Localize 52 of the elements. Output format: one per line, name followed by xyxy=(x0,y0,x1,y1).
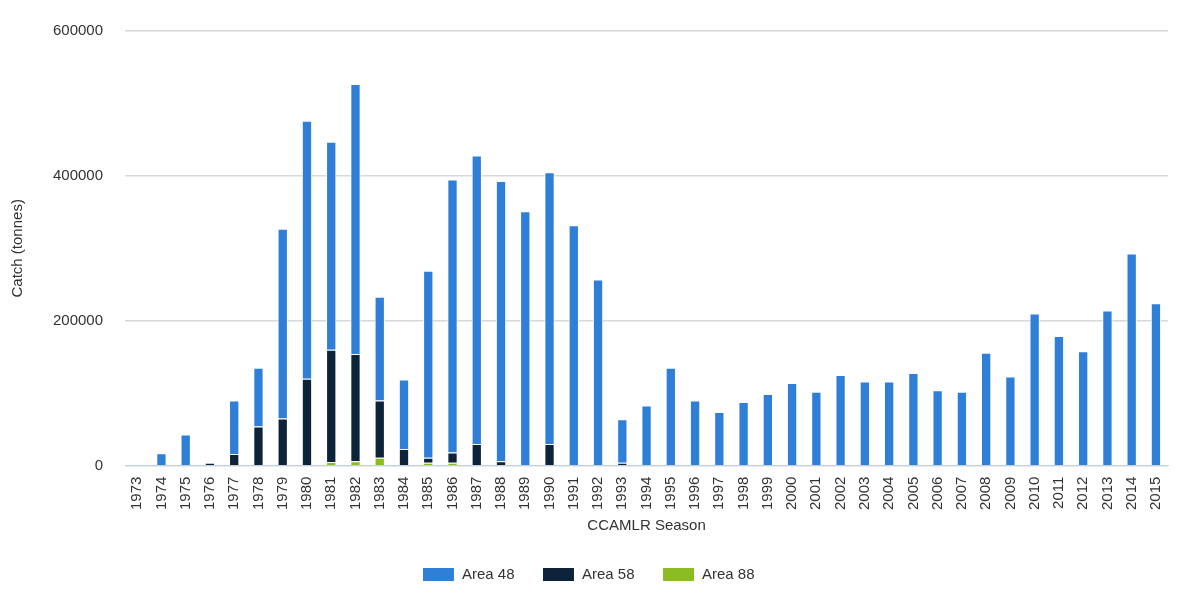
x-tick-label: 2002 xyxy=(830,476,848,511)
x-tick-label: 2006 xyxy=(927,476,945,511)
x-tick-label: 2009 xyxy=(1000,476,1018,511)
x-tick-label: 2000 xyxy=(782,476,800,511)
x-tick-label: 1996 xyxy=(685,476,703,511)
x-tick-label: 2008 xyxy=(976,476,994,511)
x-tick-label: 2003 xyxy=(855,476,873,511)
x-tick-label: 1998 xyxy=(733,476,751,511)
x-tick-label: 2010 xyxy=(1024,476,1042,511)
x-tick-label: 2015 xyxy=(1146,476,1164,511)
y-tick-label: 200000 xyxy=(52,310,104,328)
legend-label: Area 48 xyxy=(461,564,515,582)
x-tick-label: 1993 xyxy=(612,476,630,511)
x-tick-label: 1997 xyxy=(709,476,727,511)
legend-label: Area 58 xyxy=(581,564,635,582)
x-tick-label: 1991 xyxy=(563,476,581,511)
x-tick-label: 1984 xyxy=(394,476,412,511)
x-tick-label: 2005 xyxy=(903,476,921,511)
x-tick-label: 1999 xyxy=(757,476,775,511)
x-tick-label: 2012 xyxy=(1073,476,1091,511)
x-tick-label: 2007 xyxy=(952,476,970,511)
x-tick-label: 1975 xyxy=(175,476,193,511)
x-tick-label: 1979 xyxy=(272,476,290,511)
x-tick-label: 1990 xyxy=(539,476,557,511)
x-tick-label: 1974 xyxy=(151,476,169,511)
x-tick-label: 1973 xyxy=(127,476,145,511)
x-tick-label: 1989 xyxy=(515,476,533,511)
x-tick-label: 2013 xyxy=(1097,476,1115,511)
y-tick-label: 0 xyxy=(94,455,104,473)
x-tick-label: 2011 xyxy=(1049,476,1067,509)
x-tick-label: 1982 xyxy=(345,476,363,511)
x-tick-label: 1980 xyxy=(297,476,315,511)
x-tick-label: 1978 xyxy=(248,476,266,511)
x-tick-label: 1995 xyxy=(660,476,678,511)
y-axis-title: Catch (tonnes) xyxy=(8,199,26,298)
y-tick-label: 600000 xyxy=(52,21,104,39)
x-axis-title: CCAMLR Season xyxy=(587,516,706,534)
x-tick-label: 1976 xyxy=(200,476,218,511)
x-tick-label: 1988 xyxy=(491,476,509,511)
x-tick-label: 2004 xyxy=(879,476,897,511)
x-tick-label: 1992 xyxy=(588,476,606,511)
x-tick-label: 1987 xyxy=(466,476,484,511)
x-tick-label: 2014 xyxy=(1121,476,1139,511)
x-tick-label: 1986 xyxy=(442,476,460,511)
x-tick-label: 1985 xyxy=(418,476,436,511)
x-tick-label: 1981 xyxy=(321,476,339,511)
x-tick-label: 2001 xyxy=(806,476,824,511)
x-tick-label: 1994 xyxy=(636,476,654,511)
legend-label: Area 88 xyxy=(702,564,755,582)
y-tick-label: 400000 xyxy=(52,166,104,184)
x-tick-label: 1977 xyxy=(224,476,242,511)
x-tick-label: 1983 xyxy=(369,476,387,511)
